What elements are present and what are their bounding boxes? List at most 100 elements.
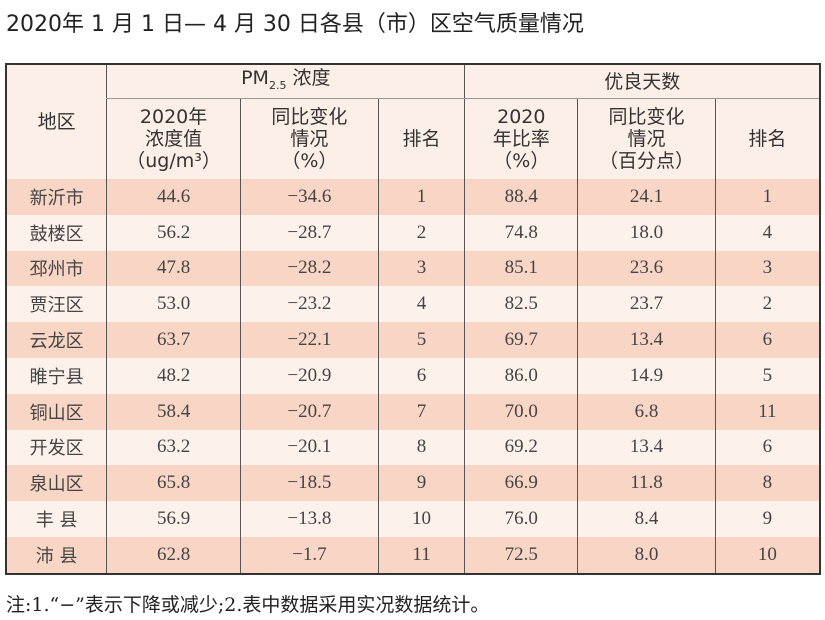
cell-good-change: 11.8 [577, 465, 716, 502]
cell-good-rate: 69.7 [464, 322, 578, 358]
cell-pm-value: 58.4 [106, 393, 241, 430]
table-row: 鼓楼区 56.2 −28.7 2 74.8 18.0 4 [6, 214, 820, 251]
cell-pm-change: −13.8 [240, 501, 379, 537]
cell-good-change: 8.0 [577, 536, 716, 574]
cell-good-rate: 86.0 [464, 357, 578, 394]
cell-region: 睢宁县 [6, 357, 107, 394]
cell-region: 邳州市 [6, 250, 107, 287]
footnote: 注:1.“−”表示下降或减少;2.表中数据采用实况数据统计。 [6, 594, 490, 616]
cell-good-rank: 11 [714, 393, 820, 430]
cell-good-rank: 2 [714, 286, 820, 323]
cell-good-change: 13.4 [577, 322, 716, 358]
cell-good-change: 8.4 [577, 501, 716, 537]
cell-good-rank: 3 [714, 250, 820, 287]
cell-good-rank: 4 [714, 214, 820, 251]
cell-good-rank: 1 [714, 179, 820, 215]
cell-pm-rank: 6 [377, 357, 465, 394]
cell-pm-rank: 3 [377, 250, 465, 287]
header-pm-rank: 排名 [377, 98, 465, 179]
cell-pm-value: 63.7 [106, 322, 241, 358]
cell-good-change: 13.4 [577, 429, 716, 466]
header-good-rank: 排名 [714, 98, 820, 179]
cell-pm-rank: 2 [377, 214, 465, 251]
table-row: 邳州市 47.8 −28.2 3 85.1 23.6 3 [6, 250, 820, 287]
cell-region: 开发区 [6, 429, 107, 466]
cell-pm-rank: 7 [377, 393, 465, 430]
cell-pm-rank: 8 [377, 429, 465, 466]
cell-good-rate: 72.5 [464, 536, 578, 574]
cell-pm-value: 56.9 [106, 501, 241, 537]
cell-pm-change: −34.6 [240, 179, 379, 215]
cell-good-rank: 6 [714, 322, 820, 358]
cell-pm-change: −1.7 [240, 536, 379, 574]
cell-pm-change: −23.2 [240, 286, 379, 323]
cell-pm-change: −28.7 [240, 214, 379, 251]
table-row: 贾汪区 53.0 −23.2 4 82.5 23.7 2 [6, 286, 820, 323]
cell-pm-value: 53.0 [106, 286, 241, 323]
cell-pm-rank: 1 [377, 179, 465, 215]
header-region: 地区 [6, 64, 107, 179]
cell-good-rate: 88.4 [464, 179, 578, 215]
cell-region: 贾汪区 [6, 286, 107, 323]
header-good-rate: 2020 年比率 （%） [464, 98, 578, 179]
table-row: 开发区 63.2 −20.1 8 69.2 13.4 6 [6, 429, 820, 466]
header-good-days-group: 优良天数 [464, 64, 820, 99]
cell-good-rate: 70.0 [464, 393, 578, 430]
table-row: 铜山区 58.4 −20.7 7 70.0 6.8 11 [6, 393, 820, 430]
cell-good-rank: 9 [714, 501, 820, 537]
cell-good-rate: 74.8 [464, 214, 578, 251]
cell-pm-value: 63.2 [106, 429, 241, 466]
cell-pm-value: 44.6 [106, 179, 241, 215]
cell-good-rank: 8 [714, 465, 820, 502]
cell-pm-change: −22.1 [240, 322, 379, 358]
cell-pm-rank: 9 [377, 465, 465, 502]
cell-pm-rank: 10 [377, 501, 465, 537]
cell-good-rate: 66.9 [464, 465, 578, 502]
header-pm-value: 2020年 浓度值 （ug/m³） [106, 98, 241, 179]
cell-region: 铜山区 [6, 393, 107, 430]
cell-pm-value: 62.8 [106, 536, 241, 574]
cell-good-rate: 76.0 [464, 501, 578, 537]
cell-pm-value: 47.8 [106, 250, 241, 287]
cell-region: 泉山区 [6, 465, 107, 502]
cell-good-rate: 85.1 [464, 250, 578, 287]
cell-good-change: 23.6 [577, 250, 716, 287]
cell-pm-change: −18.5 [240, 465, 379, 502]
air-quality-table: 地区 PM2.5 浓度 优良天数 2020年 浓度值 （ug/m³） 同比变化 情况（… [5, 63, 821, 575]
cell-pm-rank: 4 [377, 286, 465, 323]
cell-good-change: 23.7 [577, 286, 716, 323]
header-pm25-group: PM2.5 浓度 [106, 64, 465, 99]
cell-good-rate: 82.5 [464, 286, 578, 323]
cell-pm-change: −28.2 [240, 250, 379, 287]
header-pm-change: 同比变化 情况 （%） [240, 98, 379, 179]
header-good-change: 同比变化 情况 （百分点） [577, 98, 716, 179]
table-row: 泉山区 65.8 −18.5 9 66.9 11.8 8 [6, 465, 820, 502]
cell-pm-change: −20.7 [240, 393, 379, 430]
cell-pm-value: 56.2 [106, 214, 241, 251]
table-title: 2020年 1 月 1 日— 4 月 30 日各县（市）区空气质量情况 [6, 12, 584, 37]
cell-pm-change: −20.1 [240, 429, 379, 466]
cell-pm-value: 48.2 [106, 357, 241, 394]
cell-region: 云龙区 [6, 322, 107, 358]
table-row: 睢宁县 48.2 −20.9 6 86.0 14.9 5 [6, 357, 820, 394]
table-row: 丰 县 56.9 −13.8 10 76.0 8.4 9 [6, 501, 820, 537]
cell-good-rank: 6 [714, 429, 820, 466]
cell-good-rank: 10 [714, 536, 820, 574]
cell-region: 丰 县 [6, 501, 107, 537]
cell-good-change: 24.1 [577, 179, 716, 215]
cell-region: 沛 县 [6, 536, 107, 574]
cell-pm-change: −20.9 [240, 357, 379, 394]
table-row: 新沂市 44.6 −34.6 1 88.4 24.1 1 [6, 179, 820, 215]
cell-good-change: 6.8 [577, 393, 716, 430]
table-row: 沛 县 62.8 −1.7 11 72.5 8.0 10 [6, 536, 820, 574]
cell-good-change: 14.9 [577, 357, 716, 394]
cell-region: 鼓楼区 [6, 214, 107, 251]
cell-region: 新沂市 [6, 179, 107, 215]
cell-pm-rank: 5 [377, 322, 465, 358]
cell-pm-value: 65.8 [106, 465, 241, 502]
cell-good-rank: 5 [714, 357, 820, 394]
cell-good-change: 18.0 [577, 214, 716, 251]
cell-good-rate: 69.2 [464, 429, 578, 466]
cell-pm-rank: 11 [377, 536, 465, 574]
table-row: 云龙区 63.7 −22.1 5 69.7 13.4 6 [6, 322, 820, 358]
